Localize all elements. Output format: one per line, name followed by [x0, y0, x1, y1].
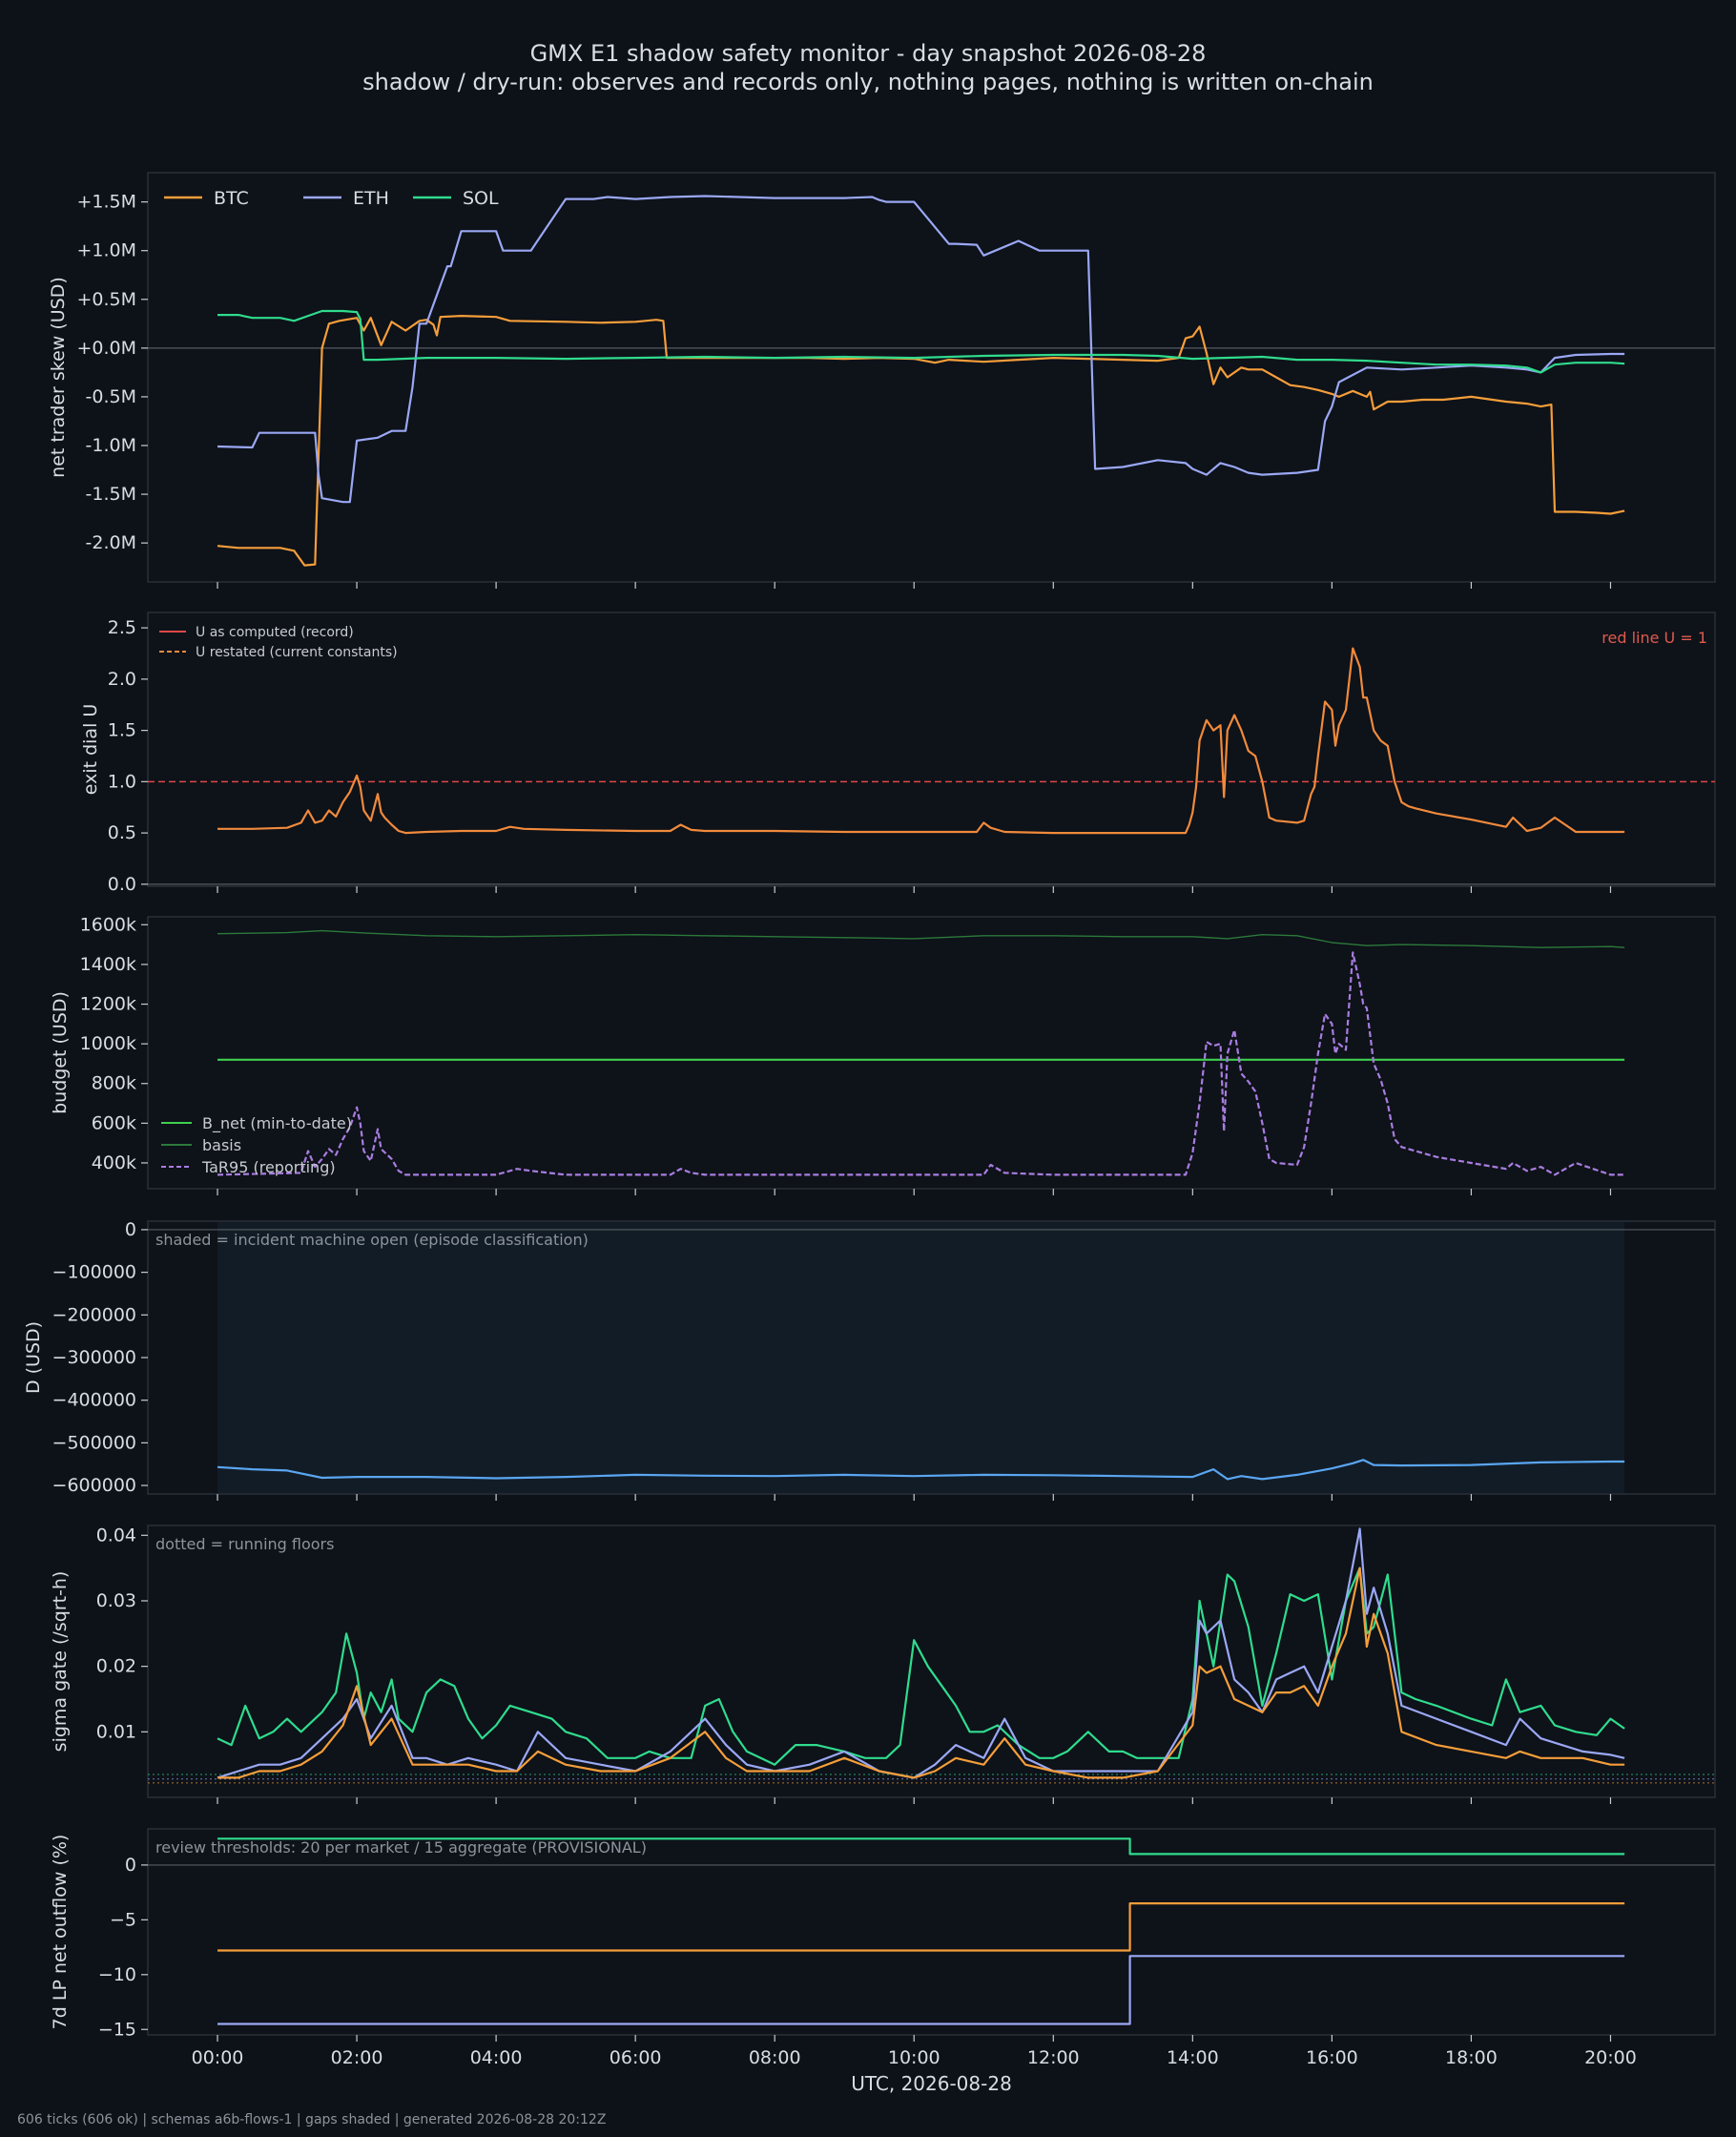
y-tick-label: -2.0M	[86, 532, 136, 553]
legend-label: U restated (current constants)	[196, 645, 398, 660]
y-tick-label: 800k	[92, 1073, 136, 1094]
y-axis-label: D (USD)	[23, 1321, 44, 1394]
y-tick-label: +0.0M	[76, 338, 136, 359]
series-sol	[217, 1837, 1625, 1856]
legend-label: U as computed (record)	[196, 625, 354, 640]
y-tick-label: 0.03	[96, 1590, 136, 1611]
y-axis-label: exit dial U	[80, 704, 101, 796]
annotation: shaded = incident machine open (episode …	[155, 1231, 589, 1249]
y-tick-label: −500000	[52, 1432, 136, 1453]
y-tick-label: +0.5M	[76, 289, 136, 310]
series-btc	[217, 1566, 1625, 1779]
x-tick-label: 14:00	[1167, 2047, 1219, 2068]
panel-frame	[147, 1525, 1716, 1798]
y-tick-label: 2.0	[108, 669, 136, 690]
y-tick-label: +1.0M	[76, 240, 136, 261]
panel-u: 0.0 0.5 1.0 1.5 2.0 2.5 exit dial U red line U …	[80, 612, 1716, 895]
y-tick-label: 0.0	[108, 874, 136, 895]
y-tick-label: 1.0	[108, 771, 136, 792]
series-basis	[217, 929, 1625, 948]
x-tick-label: 20:00	[1584, 2047, 1637, 2068]
series-eth	[217, 1527, 1625, 1779]
series-u-restated-current-constants	[217, 647, 1625, 835]
y-tick-label: 1200k	[80, 994, 136, 1015]
y-tick-label: 600k	[92, 1112, 136, 1133]
y-tick-label: +1.5M	[76, 192, 136, 213]
y-axis-label: budget (USD)	[50, 991, 71, 1114]
series-sol	[217, 309, 1625, 374]
panel-skew: +1.5M +1.0M +0.5M +0.0M -0.5M -1.0M -1.5M -2.0M…	[48, 172, 1716, 589]
y-tick-label: 0.02	[96, 1656, 136, 1677]
y-tick-label: 0.01	[96, 1721, 136, 1742]
y-axis-label: 7d LP net outflow (%)	[50, 1835, 71, 2030]
legend-label: basis	[202, 1136, 241, 1154]
y-tick-label: -1.5M	[86, 484, 136, 505]
legend-label: B_net (min-to-date)	[202, 1114, 352, 1133]
y-tick-label: −300000	[52, 1347, 136, 1368]
x-tick-label: 16:00	[1306, 2047, 1358, 2068]
annotation: dotted = running floors	[155, 1535, 334, 1553]
y-tick-label: 400k	[92, 1152, 136, 1173]
x-tick-label: 10:00	[888, 2047, 940, 2068]
x-tick-label: 00:00	[192, 2047, 244, 2068]
y-tick-label: −400000	[52, 1390, 136, 1411]
series-btc	[217, 315, 1625, 567]
x-axis-label: UTC, 2026-08-28	[851, 2072, 1012, 2095]
y-tick-label: −200000	[52, 1304, 136, 1325]
panel-drawdown: 0 −100000 −200000 −300000 −400000 −500000 −600…	[23, 1219, 1716, 1501]
x-tick-label: 12:00	[1027, 2047, 1080, 2068]
panel-frame	[147, 172, 1716, 583]
y-tick-label: −10	[98, 1964, 136, 1985]
series-d	[217, 1459, 1625, 1481]
y-tick-label: 1000k	[80, 1033, 136, 1054]
y-axis-label: sigma gate (/sqrt-h)	[50, 1571, 71, 1753]
x-tick-label: 04:00	[470, 2047, 523, 2068]
y-tick-label: -0.5M	[86, 386, 136, 407]
legend-label: SOL	[463, 188, 499, 209]
y-tick-label: −100000	[52, 1262, 136, 1283]
legend-label: TaR95 (reporting)	[201, 1158, 336, 1176]
panel-frame	[147, 612, 1716, 887]
y-tick-label: 2.5	[108, 617, 136, 638]
panel-outflow: 0 −5 −10 −15 00:00 02:00 04:00 06:00 08:00 10:00 1…	[50, 1828, 1716, 2095]
series-btc	[217, 1901, 1625, 1952]
y-tick-label: 0	[125, 1219, 136, 1240]
chart-title: GMX E1 shadow safety monitor - day snaps…	[529, 40, 1207, 67]
y-axis-label: net trader skew (USD)	[48, 277, 69, 478]
y-tick-label: −5	[110, 1909, 136, 1930]
panel-budget: 400k 600k 800k 1000k 1200k 1400k 1600k budget (…	[50, 914, 1716, 1195]
y-tick-label: -1.0M	[86, 435, 136, 456]
x-tick-label: 08:00	[749, 2047, 801, 2068]
y-tick-label: 0	[125, 1855, 136, 1876]
y-tick-label: −600000	[52, 1475, 136, 1496]
panel-sigma: 0.01 0.02 0.03 0.04 sigma gate (/sqrt-h) dott…	[50, 1525, 1716, 1804]
x-tick-label: 06:00	[610, 2047, 662, 2068]
annotation: red line U = 1	[1602, 629, 1707, 647]
panel-frame	[147, 1828, 1716, 2036]
y-tick-label: −15	[98, 2019, 136, 2040]
y-tick-label: 1.5	[108, 720, 136, 741]
incident-shade	[217, 1222, 1625, 1493]
footer-status: 606 ticks (606 ok) | schemas a6b-flows-1…	[17, 2112, 607, 2127]
series-eth	[217, 1955, 1625, 2025]
series-eth	[217, 195, 1625, 504]
y-tick-label: 0.04	[96, 1525, 136, 1546]
y-tick-label: 1600k	[80, 914, 136, 935]
x-tick-label: 02:00	[331, 2047, 383, 2068]
series-tar95-reporting	[217, 951, 1625, 1176]
chart-subtitle: shadow / dry-run: observes and records o…	[362, 69, 1374, 95]
legend-label: BTC	[214, 188, 249, 209]
y-tick-label: 1400k	[80, 954, 136, 975]
annotation: review thresholds: 20 per market / 15 ag…	[155, 1838, 647, 1857]
legend-label: ETH	[353, 188, 389, 209]
x-tick-label: 18:00	[1445, 2047, 1498, 2068]
panel-frame	[147, 916, 1716, 1190]
y-tick-label: 0.5	[108, 822, 136, 843]
